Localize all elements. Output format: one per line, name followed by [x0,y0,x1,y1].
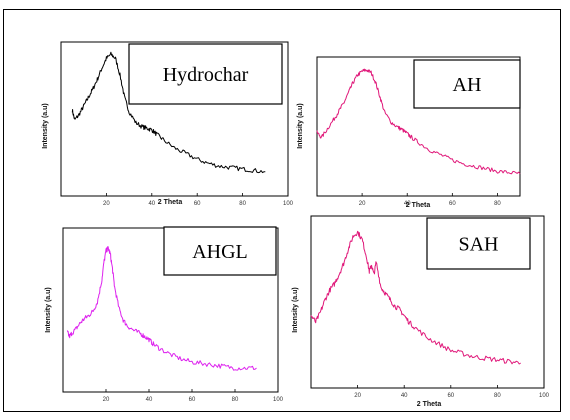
y-axis-label: Intensity (a.u) [45,287,52,333]
sample-label: AH [453,74,482,96]
plot-area [310,215,545,389]
sample-label: Hydrochar [163,64,249,86]
series-line-ahgl [66,246,257,371]
plot-area [316,56,521,197]
x-tick-label: 100 [539,393,550,399]
series-line-ah [316,68,521,175]
x-tick-label: 80 [494,393,501,399]
x-tick-label: 20 [103,397,110,403]
sample-label-box [128,43,283,105]
x-tick-label: 40 [146,397,153,403]
x-tick-label: 40 [148,201,155,207]
figure-frame: 20 40 60 80 100 Hydrochar Intensity (a.u) 2 The… [3,9,561,412]
y-axis-label: Intensity (a.u) [42,103,49,149]
xrd-panel-ah: 20 40 60 80 AH Intensity (a.u) 2 Theta [297,56,521,209]
x-tick-label: 100 [283,201,294,207]
x-tick-label: 60 [189,397,196,403]
x-tick-label: 60 [194,201,201,207]
x-axis-label: 2 Theta [158,199,183,206]
x-tick-label: 20 [354,393,361,399]
x-axis-label: 2 Theta [417,401,442,408]
x-tick-label: 80 [494,201,501,207]
x-tick-label: 80 [232,397,239,403]
x-tick-label: 40 [404,201,411,207]
x-tick-label: 20 [103,201,110,207]
x-axis-label: 2 Theta [406,202,431,209]
x-tick-label: 80 [239,201,246,207]
sample-label-box [163,226,277,276]
series-line-hydrochar [71,51,266,174]
sample-label: AHGL [192,241,248,263]
sample-label-box [413,59,521,109]
plot-area [60,41,289,197]
x-tick-label: 40 [401,393,408,399]
x-tick-label: 20 [359,201,366,207]
series-line-sah [310,230,521,365]
sample-label: SAH [458,234,498,256]
y-axis-label: Intensity (a.u) [292,287,299,333]
xrd-panel-sah: 20 40 60 80 100 SAH Intensity (a.u) 2 Theta [292,215,550,408]
xrd-figure: 20 40 60 80 100 Hydrochar Intensity (a.u) 2 The… [42,41,550,408]
y-axis-label: Intensity (a.u) [297,103,304,149]
xrd-panel-ahgl: 20 40 60 80 100 AHGL Intensity (a.u) [45,226,284,403]
sample-label-box [426,217,531,270]
x-tick-label: 60 [447,393,454,399]
x-tick-label: 60 [449,201,456,207]
x-tick-label: 100 [273,397,284,403]
xrd-panel-hydrochar: 20 40 60 80 100 Hydrochar Intensity (a.u) 2 The… [42,41,294,207]
